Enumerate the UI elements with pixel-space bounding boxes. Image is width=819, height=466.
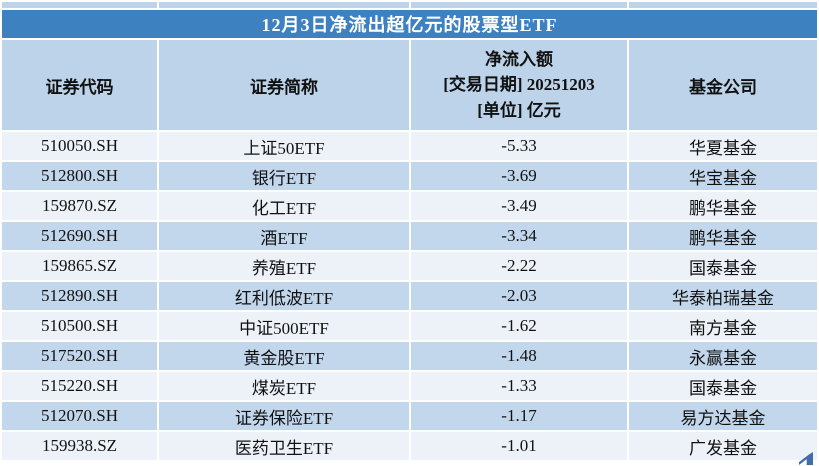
cell-net-flow: -3.49 xyxy=(411,192,627,220)
cell-net-flow: -5.33 xyxy=(411,132,627,160)
cell-net-flow: -1.17 xyxy=(411,402,627,430)
cell-security-code: 517520.SH xyxy=(2,342,157,370)
table-row: 510050.SH 上证50ETF -5.33 华夏基金 xyxy=(2,132,817,160)
table-row: 159938.SZ 医药卫生ETF -1.01 广发基金 xyxy=(2,432,817,460)
cell-security-name: 养殖ETF xyxy=(159,252,409,280)
cell-security-name: 银行ETF xyxy=(159,162,409,190)
column-header-company: 基金公司 xyxy=(629,40,817,130)
cell-security-code: 512070.SH xyxy=(2,402,157,430)
table-row: 159870.SZ 化工ETF -3.49 鹏华基金 xyxy=(2,192,817,220)
cell-security-name: 医药卫生ETF xyxy=(159,432,409,460)
table-row: 159865.SZ 养殖ETF -2.22 国泰基金 xyxy=(2,252,817,280)
cell-security-name: 化工ETF xyxy=(159,192,409,220)
cell-fund-company: 易方达基金 xyxy=(629,402,817,430)
column-header-name: 证券简称 xyxy=(159,40,409,130)
cell-security-name: 煤炭ETF xyxy=(159,372,409,400)
cell-security-name: 酒ETF xyxy=(159,222,409,250)
cell-fund-company: 华夏基金 xyxy=(629,132,817,160)
netflow-header-line3: [单位] 亿元 xyxy=(477,100,561,120)
top-partial-row xyxy=(2,2,817,8)
table-row: 512070.SH 证券保险ETF -1.17 易方达基金 xyxy=(2,402,817,430)
cell-net-flow: -1.33 xyxy=(411,372,627,400)
cell-net-flow: -3.69 xyxy=(411,162,627,190)
etf-table-body: 510050.SH 上证50ETF -5.33 华夏基金 512800.SH 银… xyxy=(2,132,817,460)
cell-security-code: 159870.SZ xyxy=(2,192,157,220)
table-title-row: 12月3日净流出超亿元的股票型ETF xyxy=(2,10,817,38)
cell-security-code: 512890.SH xyxy=(2,282,157,310)
cell-net-flow: -1.01 xyxy=(411,432,627,460)
cell-net-flow: -2.03 xyxy=(411,282,627,310)
cell-net-flow: -3.34 xyxy=(411,222,627,250)
cell-fund-company: 华宝基金 xyxy=(629,162,817,190)
cell-fund-company: 永赢基金 xyxy=(629,342,817,370)
table-row: 510500.SH 中证500ETF -1.62 南方基金 xyxy=(2,312,817,340)
cell-fund-company: 鹏华基金 xyxy=(629,192,817,220)
column-header-code: 证券代码 xyxy=(2,40,157,130)
cell-security-code: 159865.SZ xyxy=(2,252,157,280)
cell-security-name: 上证50ETF xyxy=(159,132,409,160)
cell-fund-company: 华泰柏瑞基金 xyxy=(629,282,817,310)
cell-fund-company: 国泰基金 xyxy=(629,252,817,280)
cell-security-name: 黄金股ETF xyxy=(159,342,409,370)
cell-security-code: 512800.SH xyxy=(2,162,157,190)
table-row: 512800.SH 银行ETF -3.69 华宝基金 xyxy=(2,162,817,190)
cell-net-flow: -1.48 xyxy=(411,342,627,370)
cell-security-name: 红利低波ETF xyxy=(159,282,409,310)
table-row: 512690.SH 酒ETF -3.34 鹏华基金 xyxy=(2,222,817,250)
cell-security-code: 510500.SH xyxy=(2,312,157,340)
cell-security-code: 512690.SH xyxy=(2,222,157,250)
cell-net-flow: -1.62 xyxy=(411,312,627,340)
table-title: 12月3日净流出超亿元的股票型ETF xyxy=(2,10,817,38)
table-row: 512890.SH 红利低波ETF -2.03 华泰柏瑞基金 xyxy=(2,282,817,310)
cell-security-code: 159938.SZ xyxy=(2,432,157,460)
column-header-row: 证券代码 证券简称 净流入额 [交易日期] 20251203 [单位] 亿元 基… xyxy=(2,40,817,130)
cell-net-flow: -2.22 xyxy=(411,252,627,280)
cell-fund-company: 南方基金 xyxy=(629,312,817,340)
top-strip-cell xyxy=(411,2,627,8)
cell-fund-company: 鹏华基金 xyxy=(629,222,817,250)
cell-fund-company: 国泰基金 xyxy=(629,372,817,400)
column-header-netflow: 净流入额 [交易日期] 20251203 [单位] 亿元 xyxy=(411,40,627,130)
netflow-header-line1: 净流入额 xyxy=(485,49,553,69)
table-row: 515220.SH 煤炭ETF -1.33 国泰基金 xyxy=(2,372,817,400)
netflow-header-line2: [交易日期] 20251203 xyxy=(443,75,595,95)
cell-security-code: 510050.SH xyxy=(2,132,157,160)
cell-fund-company: 广发基金 xyxy=(629,432,817,460)
top-strip-cell xyxy=(159,2,409,8)
cell-security-name: 中证500ETF xyxy=(159,312,409,340)
cell-security-code: 515220.SH xyxy=(2,372,157,400)
top-strip-cell xyxy=(2,2,157,8)
cell-security-name: 证券保险ETF xyxy=(159,402,409,430)
table-row: 517520.SH 黄金股ETF -1.48 永赢基金 xyxy=(2,342,817,370)
top-strip-cell xyxy=(629,2,817,8)
